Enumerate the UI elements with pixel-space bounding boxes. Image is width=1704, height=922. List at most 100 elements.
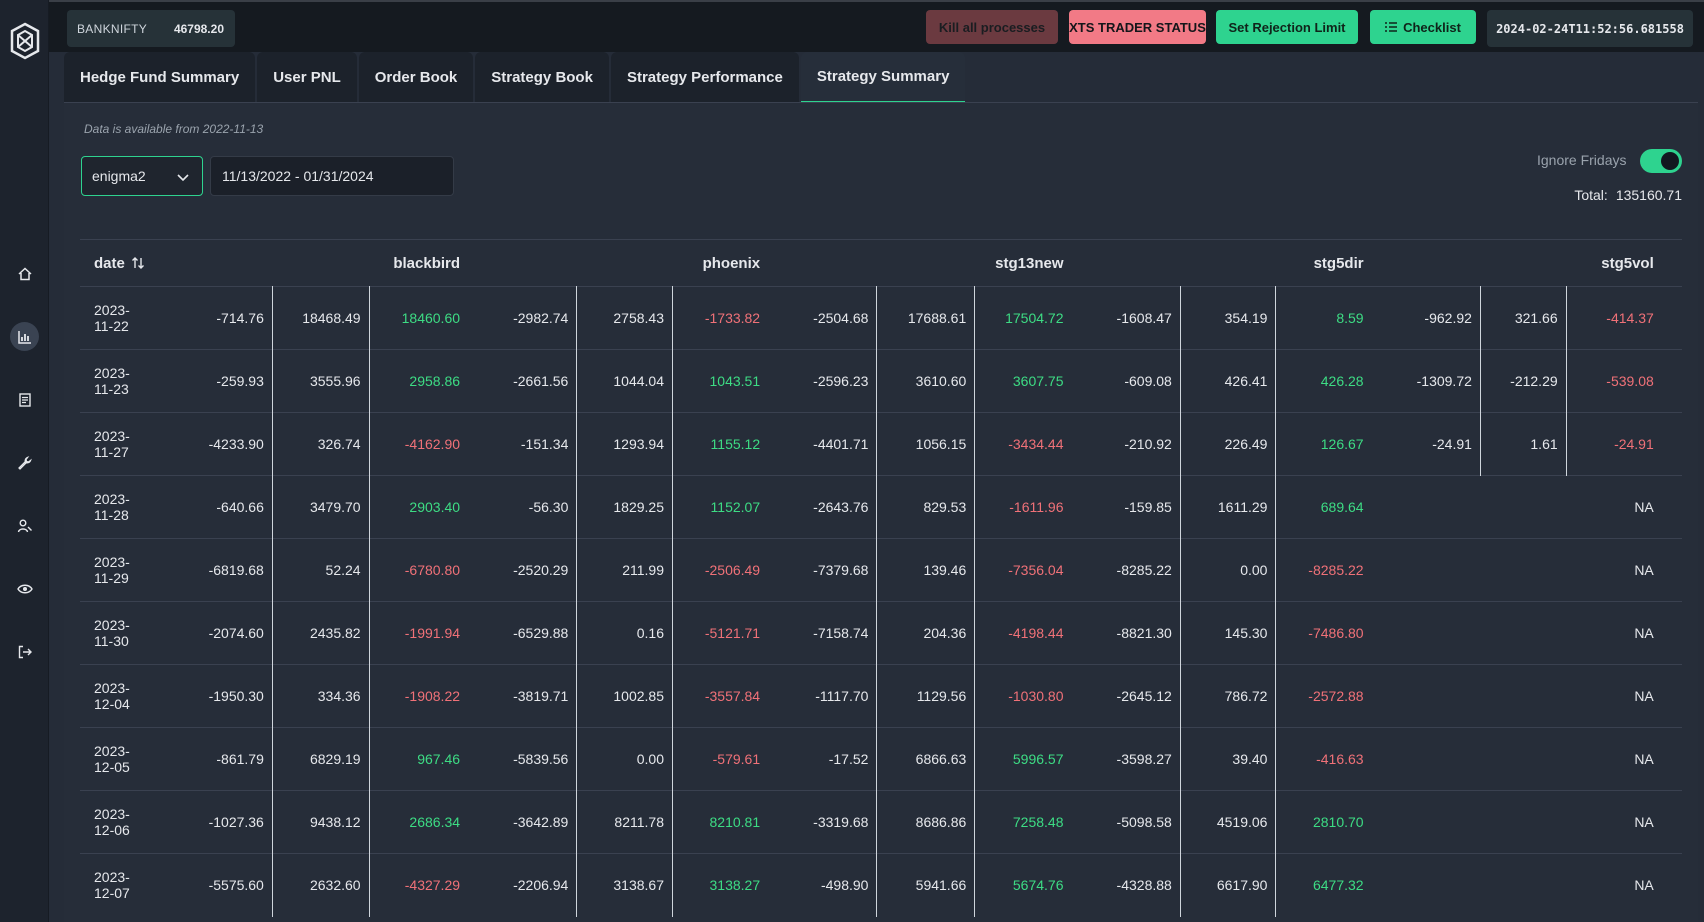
table-cell: 17504.72 <box>1005 310 1064 326</box>
table-cell: 2435.82 <box>272 601 370 665</box>
row-date-part: 11-29 <box>94 570 129 586</box>
table-cell: 8.59 <box>1336 310 1364 326</box>
table-cell: 126.67 <box>1320 436 1364 452</box>
row-date-part: 2023- <box>94 554 130 570</box>
logout-icon[interactable] <box>10 637 39 666</box>
table-cell: -498.90 <box>768 853 878 917</box>
row-date-part: 2023- <box>94 491 130 507</box>
row-date: 2023- 12-07 <box>80 854 166 917</box>
xts-trader-status-button[interactable]: XTS TRADER STATUS <box>1069 10 1206 44</box>
table-cell: -4327.29 <box>404 877 461 894</box>
kill-all-processes-button[interactable]: Kill all processes <box>926 10 1058 44</box>
table-cell: 226.49 <box>1180 412 1277 476</box>
table-cell: -1908.22 <box>404 688 461 704</box>
tab-user-pnl[interactable]: User PNL <box>257 52 357 103</box>
table-cell: 1002.85 <box>576 664 673 728</box>
table-cell: -17.52 <box>768 727 878 791</box>
table-cell: -2504.68 <box>768 286 878 350</box>
table-cell: 321.66 <box>1480 286 1567 350</box>
table-cell: -3642.89 <box>468 790 578 854</box>
user-settings-icon[interactable] <box>10 511 39 540</box>
table-cell: NA <box>1634 688 1654 704</box>
date-range-input[interactable]: 11/13/2022 - 01/31/2024 <box>210 156 454 196</box>
row-date: 2023- 11-22 <box>80 287 166 350</box>
table-cell: -2506.49 <box>704 562 761 578</box>
table-row: 2023- 11-29 -6819.68 52.24 -6780.80 -2520.29 2… <box>80 538 1682 602</box>
timestamp: 2024-02-24T11:52:56.681558 <box>1487 10 1693 47</box>
table-cell: -539.08 <box>1606 373 1654 389</box>
table-cell: -6819.68 <box>165 538 273 602</box>
table-cell: -5575.60 <box>165 853 273 917</box>
table-cell: 786.72 <box>1180 664 1277 728</box>
table-cell: -2661.56 <box>468 349 578 413</box>
table-cell: -71.86 <box>1661 286 1682 350</box>
date-column-header[interactable]: date <box>80 240 166 287</box>
row-date: 2023- 11-29 <box>80 539 166 602</box>
table-cell: 9438.12 <box>272 790 370 854</box>
table-cell: NA <box>1634 751 1654 767</box>
table-row: 2023- 11-27 -4233.90 326.74 -4162.90 -151.34 1… <box>80 412 1682 476</box>
tab-strategy-summary[interactable]: Strategy Summary <box>800 52 966 103</box>
table-cell: 354.19 <box>1180 286 1277 350</box>
table-cell: -579.61 <box>712 751 761 767</box>
home-icon[interactable] <box>10 259 39 288</box>
table-cell: 334.36 <box>272 664 370 728</box>
table-cell: 967.46 <box>417 751 461 767</box>
table-cell: -1611.96 <box>1009 499 1064 515</box>
ticker-price: 46798.20 <box>173 21 224 36</box>
row-date-part: 12-05 <box>94 759 130 775</box>
table-cell: 8211.78 <box>576 790 673 854</box>
tab-order-book[interactable]: Order Book <box>358 52 474 103</box>
row-date: 2023- 12-05 <box>80 728 166 791</box>
table-cell: -640.66 <box>165 475 273 539</box>
row-date: 2023- 12-06 <box>80 791 166 854</box>
table-cell: -4233.90 <box>165 412 273 476</box>
table-cell: 1.61 <box>1480 412 1567 476</box>
checklist-button[interactable]: Checklist <box>1370 10 1476 44</box>
table-cell: 0.00 <box>1180 538 1277 602</box>
table-cell: 3610.60 <box>876 349 976 413</box>
table-body: 2023- 11-22 -714.76 18468.49 18460.60 -2982.7… <box>80 286 1682 917</box>
eye-icon[interactable] <box>10 574 39 603</box>
app-logo-icon[interactable] <box>10 22 40 60</box>
wrench-icon[interactable] <box>10 448 39 477</box>
table-cell: -7486.80 <box>1308 625 1364 641</box>
table-cell <box>1480 539 1566 602</box>
table-row: 2023- 12-04 -1950.30 334.36 -1908.22 -3819.71… <box>80 664 1682 728</box>
table-cell: 3138.27 <box>709 877 761 894</box>
table-cell: 2758.43 <box>576 286 673 350</box>
table-cell: 1152.07 <box>710 499 761 515</box>
table-cell: -5121.71 <box>704 625 761 641</box>
document-icon[interactable] <box>10 385 39 414</box>
table-cell <box>1480 728 1566 791</box>
table-cell: -6780.80 <box>404 562 461 578</box>
tab-strategy-book[interactable]: Strategy Book <box>475 52 609 103</box>
table-cell <box>1372 539 1481 602</box>
ticker-symbol: BANKNIFTY <box>77 21 148 36</box>
table-cell: -1027.36 <box>165 790 273 854</box>
table-cell: 3138.67 <box>576 853 673 917</box>
tab-hedge-fund-summary[interactable]: Hedge Fund Summary <box>64 52 256 103</box>
table-cell: -2645.12 <box>1071 664 1181 728</box>
chart-icon[interactable] <box>10 322 39 351</box>
table-cell <box>1372 791 1481 854</box>
row-date-part: 2023- <box>94 617 130 633</box>
table-cell: 145.30 <box>1180 601 1277 665</box>
column-header-stg5vol: stg5vol <box>1601 254 1654 272</box>
set-rejection-limit-button[interactable]: Set Rejection Limit <box>1216 10 1358 44</box>
table-cell: 8686.86 <box>876 790 976 854</box>
summary-table-container[interactable]: date blackbird phoenix stg13new stg5dir … <box>80 239 1682 922</box>
table-cell: 829.53 <box>876 475 976 539</box>
table-cell: -24.91 <box>1614 436 1654 452</box>
table-cell: -416.63 <box>1316 751 1364 767</box>
table-cell: 52.24 <box>272 538 370 602</box>
tab-strategy-performance[interactable]: Strategy Performance <box>610 52 799 103</box>
strategy-select-value: enigma2 <box>92 168 146 184</box>
table-cell: -1733.82 <box>704 310 761 326</box>
ignore-fridays-toggle[interactable] <box>1640 149 1682 173</box>
table-cell: -1030.80 <box>1008 688 1064 704</box>
sort-icon[interactable] <box>131 256 145 270</box>
sidebar <box>0 0 49 922</box>
table-cell: -609.08 <box>1071 349 1181 413</box>
strategy-select[interactable]: enigma2 <box>81 156 203 196</box>
